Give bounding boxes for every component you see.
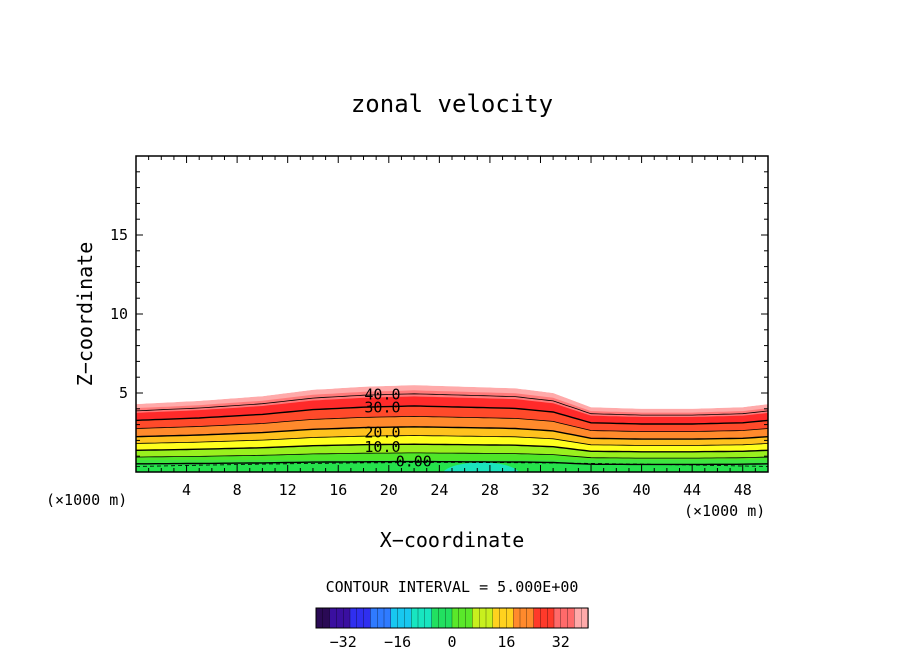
colorbar-cell [356, 607, 365, 629]
x-tick-label: 12 [279, 481, 297, 499]
colorbar-cell [567, 607, 576, 629]
colorbar-cell [417, 607, 426, 629]
colorbar-cell [438, 607, 446, 629]
colorbar-cell [465, 607, 474, 629]
velocity-field [136, 385, 768, 472]
contour-line [136, 393, 768, 416]
x-tick-label: 32 [531, 481, 549, 499]
y-tick-label: 5 [119, 384, 128, 402]
colorbar-cell [363, 607, 372, 629]
colorbar-cell [560, 607, 569, 629]
zero-contour [136, 462, 768, 467]
colorbar-cell [404, 607, 412, 629]
contour-line [136, 435, 768, 446]
colorbar-cell [533, 607, 542, 629]
contour-label: 0.00 [396, 453, 432, 471]
contour-line [136, 452, 768, 459]
contour-label: 30.0 [364, 399, 400, 417]
x-axis-label: X−coordinate [380, 528, 525, 552]
contour-interval-label: CONTOUR INTERVAL = 5.000E+00 [326, 578, 579, 596]
x-unit-right: (×1000 m) [684, 502, 765, 520]
negative-region [443, 462, 519, 472]
x-unit-left: (×1000 m) [46, 491, 127, 509]
colorbar: −32 −16 0 16 32 [315, 607, 589, 651]
colorbar-tick-label: 0 [447, 633, 456, 651]
colorbar-cell [519, 607, 528, 629]
colorbar-cell [336, 607, 344, 629]
colorbar-cell [574, 607, 582, 629]
colorbar-cell [472, 607, 480, 629]
colorbar-cell [451, 607, 460, 629]
x-tick-label: 4 [182, 481, 191, 499]
x-tick-label: 36 [582, 481, 600, 499]
x-tick-label: 40 [633, 481, 651, 499]
x-tick-label: 8 [233, 481, 242, 499]
y-tick-label: 10 [110, 305, 128, 323]
contour-label: 40.0 [364, 386, 400, 404]
colorbar-cell [506, 607, 514, 629]
colorbar-tick-label: 16 [497, 633, 515, 651]
colorbar-cell [445, 607, 453, 629]
y-tick-label: 15 [110, 226, 128, 244]
plot-area: 40.030.0 20.010.00.00 [136, 385, 768, 472]
colorbar-tick-label: −32 [330, 633, 357, 651]
y-axis-label: Z−coordinate [73, 242, 97, 387]
colorbar-cell [479, 607, 487, 629]
contour-line [136, 426, 768, 440]
x-tick-label: 24 [430, 481, 448, 499]
x-tick-label: 44 [683, 481, 701, 499]
colorbar-cell [411, 607, 419, 629]
colorbar-cell [547, 607, 555, 629]
x-tick-label: 28 [481, 481, 499, 499]
colorbar-cell [431, 607, 440, 629]
colorbar-cell [526, 607, 535, 629]
x-tick-label: 20 [380, 481, 398, 499]
colorbar-tick-label: −16 [384, 633, 411, 651]
contour-label: 20.0 [364, 423, 400, 441]
colorbar-cell [377, 607, 385, 629]
contour-line [136, 405, 768, 425]
colorbar-cell [499, 607, 508, 629]
colorbar-cell [349, 607, 358, 629]
contour-label: 10.0 [364, 438, 400, 456]
x-tick-label: 48 [734, 481, 752, 499]
colorbar-cell [485, 607, 494, 629]
colorbar-cell [492, 607, 501, 629]
chart-title: zonal velocity [351, 90, 553, 118]
colorbar-cell [553, 607, 562, 629]
colorbar-cell [383, 607, 392, 629]
colorbar-frame [315, 607, 589, 629]
contour-line [136, 443, 768, 453]
colorbar-cell [315, 607, 324, 629]
colorbar-cell [390, 607, 399, 629]
colorbar-cell [540, 607, 548, 629]
colorbar-cell [370, 607, 378, 629]
contour-line [136, 415, 768, 432]
colorbar-cell [513, 607, 521, 629]
colorbar-cell [458, 607, 467, 629]
colorbar-cell [581, 607, 589, 629]
colorbar-cell [329, 607, 338, 629]
colorbar-cell [322, 607, 331, 629]
colorbar-cell [424, 607, 433, 629]
colorbar-cell [343, 607, 351, 629]
colorbar-cell [397, 607, 406, 629]
x-tick-label: 16 [329, 481, 347, 499]
colorbar-tick-label: 32 [552, 633, 570, 651]
